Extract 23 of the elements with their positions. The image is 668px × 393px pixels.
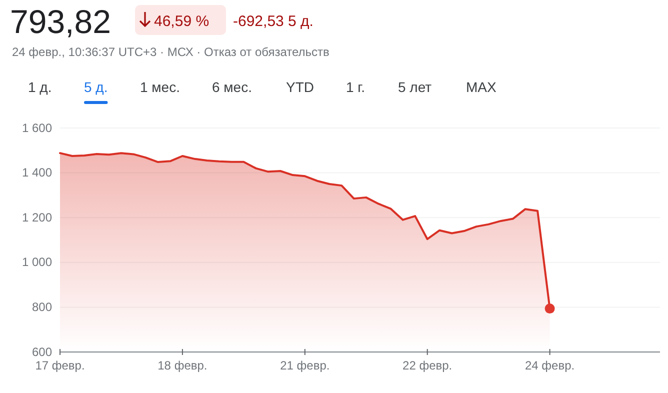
y-tick-label: 1 400 (22, 166, 52, 180)
y-tick-label: 1 600 (22, 120, 52, 135)
x-tick-label: 18 февр. (158, 358, 208, 373)
chart-title: 793,82 (10, 3, 111, 40)
text: 5 лет (398, 79, 432, 95)
text: YTD (286, 79, 314, 95)
y-tick-label: 1 000 (22, 255, 52, 270)
text: 1 мес. (140, 79, 180, 95)
chart-subtitle: 24 февр., 10:36:37 UTC+3 · МСХ · Отказ от обязательств (12, 45, 330, 59)
text: MAX (466, 79, 497, 95)
x-tick-label: 22 февр. (402, 358, 452, 373)
text: 6 мес. (212, 79, 252, 95)
y-tick-label: 1 200 (22, 210, 52, 224)
x-tick-label: 17 февр. (35, 358, 85, 373)
text: 1 д. (28, 79, 52, 95)
x-tick-label: 24 февр. (524, 358, 575, 373)
x-tick-label: 21 февр. (280, 358, 330, 373)
text: 46,59 % (154, 13, 210, 30)
y-tick-label: 600 (32, 344, 52, 359)
text: -692,53 5 д. (233, 13, 314, 30)
y-tick-label: 800 (32, 300, 52, 314)
text: 5 д. (84, 79, 108, 95)
text: 1 г. (346, 79, 365, 95)
